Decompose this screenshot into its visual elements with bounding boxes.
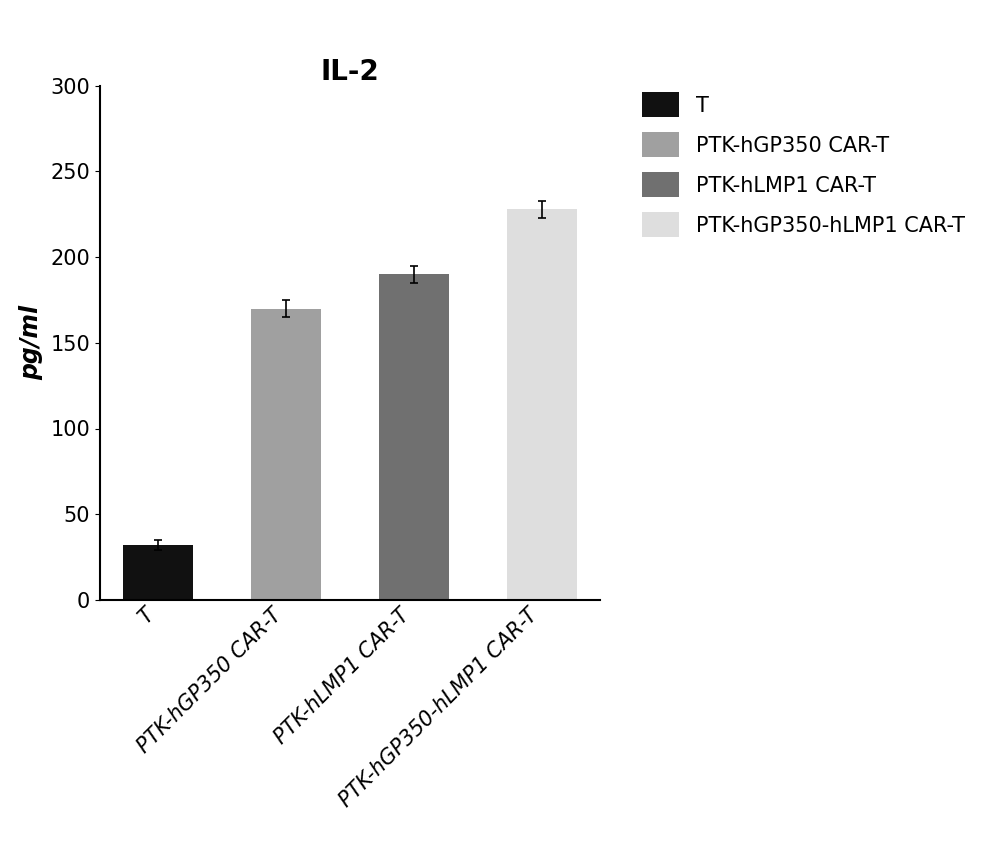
Bar [123, 545, 193, 600]
Y-axis label: pg/ml: pg/ml [20, 305, 44, 381]
Bar [251, 309, 321, 600]
Bar [507, 209, 577, 600]
Bar [379, 274, 449, 600]
Legend: T, PTK-hGP350 CAR-T, PTK-hLMP1 CAR-T, PTK-hGP350-hLMP1 CAR-T: T, PTK-hGP350 CAR-T, PTK-hLMP1 CAR-T, PT… [635, 86, 971, 243]
Title: IL-2: IL-2 [321, 57, 379, 86]
